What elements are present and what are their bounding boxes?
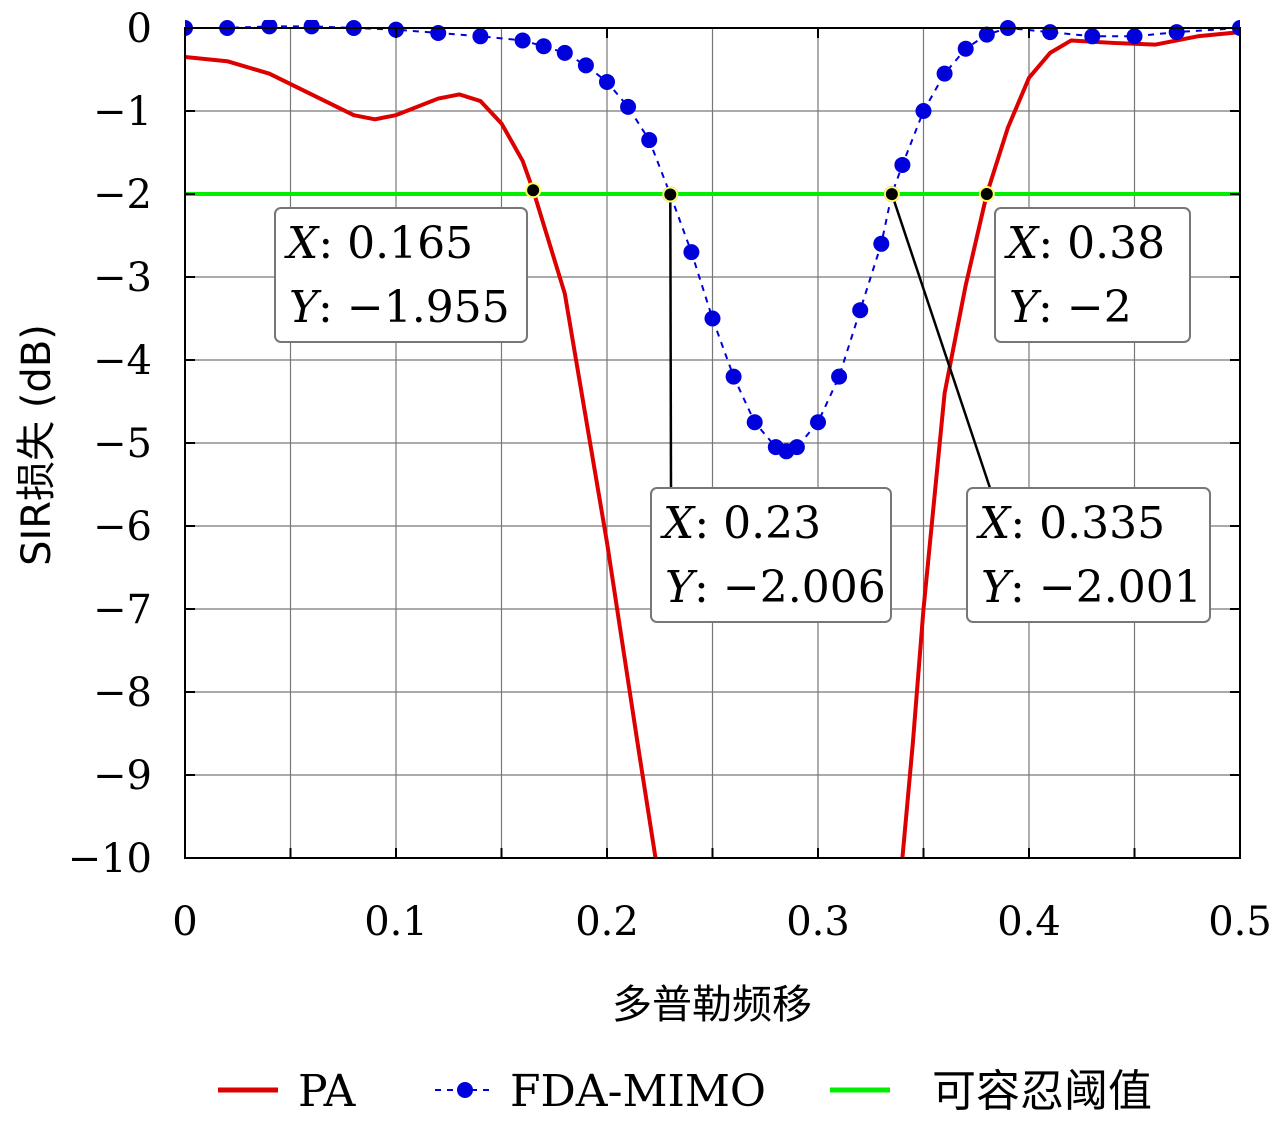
y-tick-label: −9 bbox=[93, 753, 152, 799]
datatip-x-text: X: 0.165 bbox=[284, 218, 473, 269]
data-point-fda-mimo bbox=[852, 302, 869, 319]
datatip-marker bbox=[883, 186, 900, 203]
data-point-fda-mimo bbox=[556, 44, 573, 61]
plot-series bbox=[185, 20, 1240, 858]
datatip-y-text: Y: −2.001 bbox=[981, 562, 1202, 613]
x-tick-label: 0.5 bbox=[1208, 899, 1272, 945]
legend-label-fda-mimo: FDA-MIMO bbox=[510, 1066, 766, 1117]
data-point-fda-mimo bbox=[261, 20, 278, 35]
data-point-fda-mimo bbox=[1042, 24, 1059, 41]
data-point-fda-mimo bbox=[683, 244, 700, 261]
datatip-y-text: Y: −2 bbox=[1009, 282, 1132, 333]
data-point-fda-mimo bbox=[535, 38, 552, 55]
y-tick-label: −10 bbox=[68, 836, 152, 882]
datatip-leader bbox=[669, 194, 673, 489]
datatip-x-text: X: 0.23 bbox=[660, 498, 821, 549]
y-axis-title: SIR损失 (dB) bbox=[14, 324, 60, 566]
data-point-fda-mimo bbox=[620, 98, 637, 115]
legend-marker-fda-mimo bbox=[457, 1082, 473, 1098]
datatip-box bbox=[650, 487, 892, 623]
axis-ticks: 0 0.1 0.2 0.3 0.4 0.5 0 −1 −2 −3 −4 −5 −6 −7 −8 −9 −10 bbox=[68, 6, 1272, 945]
datatips: X: 0.165 Y: −1.955 X: 0.23 Y: −2.006 X: 0.33… bbox=[274, 182, 1211, 623]
y-tick-label: 0 bbox=[127, 6, 152, 52]
datatip-marker bbox=[525, 182, 542, 199]
data-point-fda-mimo bbox=[725, 368, 742, 385]
data-point-fda-mimo bbox=[514, 32, 531, 49]
datatip-marker bbox=[978, 186, 995, 202]
data-point-fda-mimo bbox=[746, 414, 763, 431]
y-tick-label: −4 bbox=[93, 338, 152, 384]
data-point-fda-mimo bbox=[915, 103, 932, 119]
datatip-y-text: Y: −1.955 bbox=[289, 282, 510, 333]
data-point-fda-mimo bbox=[936, 65, 953, 82]
series-line-pa bbox=[900, 30, 1240, 858]
data-point-fda-mimo bbox=[978, 26, 995, 43]
legend-label-pa: PA bbox=[298, 1066, 357, 1117]
data-point-fda-mimo bbox=[1168, 24, 1185, 41]
legend: PA FDA-MIMO 可容忍阈值 bbox=[218, 1066, 1152, 1117]
data-point-fda-mimo bbox=[810, 414, 826, 431]
series-line-pa bbox=[185, 55, 658, 858]
data-point-fda-mimo bbox=[303, 20, 320, 35]
datatip-marker bbox=[662, 186, 679, 203]
data-point-fda-mimo bbox=[831, 368, 848, 385]
y-tick-label: −1 bbox=[93, 89, 152, 135]
data-point-fda-mimo bbox=[472, 28, 489, 45]
data-point-fda-mimo bbox=[704, 310, 721, 327]
x-axis-title: 多普勒频移 bbox=[612, 982, 812, 1028]
data-point-fda-mimo bbox=[788, 439, 805, 456]
datatip-leader bbox=[890, 193, 992, 489]
y-tick-label: −2 bbox=[93, 172, 152, 218]
data-point-fda-mimo bbox=[577, 57, 594, 74]
data-point-fda-mimo bbox=[1084, 28, 1101, 45]
datatip-box bbox=[994, 207, 1191, 343]
y-tick-label: −5 bbox=[93, 421, 152, 467]
data-point-fda-mimo bbox=[1126, 28, 1143, 45]
x-tick-label: 0.4 bbox=[997, 899, 1061, 945]
grid bbox=[184, 28, 1241, 858]
x-tick-label: 0.3 bbox=[786, 899, 850, 945]
y-tick-label: −6 bbox=[93, 504, 152, 550]
data-point-fda-mimo bbox=[641, 132, 658, 149]
y-tick-label: −3 bbox=[93, 255, 152, 301]
y-tick-label: −8 bbox=[93, 670, 152, 716]
data-point-fda-mimo bbox=[599, 73, 615, 90]
datatip-x-text: X: 0.335 bbox=[976, 498, 1165, 549]
y-tick-label: −7 bbox=[93, 587, 152, 633]
x-tick-label: 0 bbox=[172, 899, 197, 945]
data-point-fda-mimo bbox=[957, 40, 974, 57]
datatip-box bbox=[274, 207, 528, 343]
x-tick-label: 0.1 bbox=[364, 899, 428, 945]
data-point-fda-mimo bbox=[894, 156, 911, 173]
legend-label-threshold: 可容忍阈值 bbox=[932, 1066, 1152, 1117]
data-point-fda-mimo bbox=[873, 235, 890, 252]
datatip-box bbox=[966, 487, 1211, 623]
datatip-x-text: X: 0.38 bbox=[1004, 218, 1165, 269]
datatip-y-text: Y: −2.006 bbox=[665, 562, 886, 613]
x-tick-label: 0.2 bbox=[575, 899, 639, 945]
